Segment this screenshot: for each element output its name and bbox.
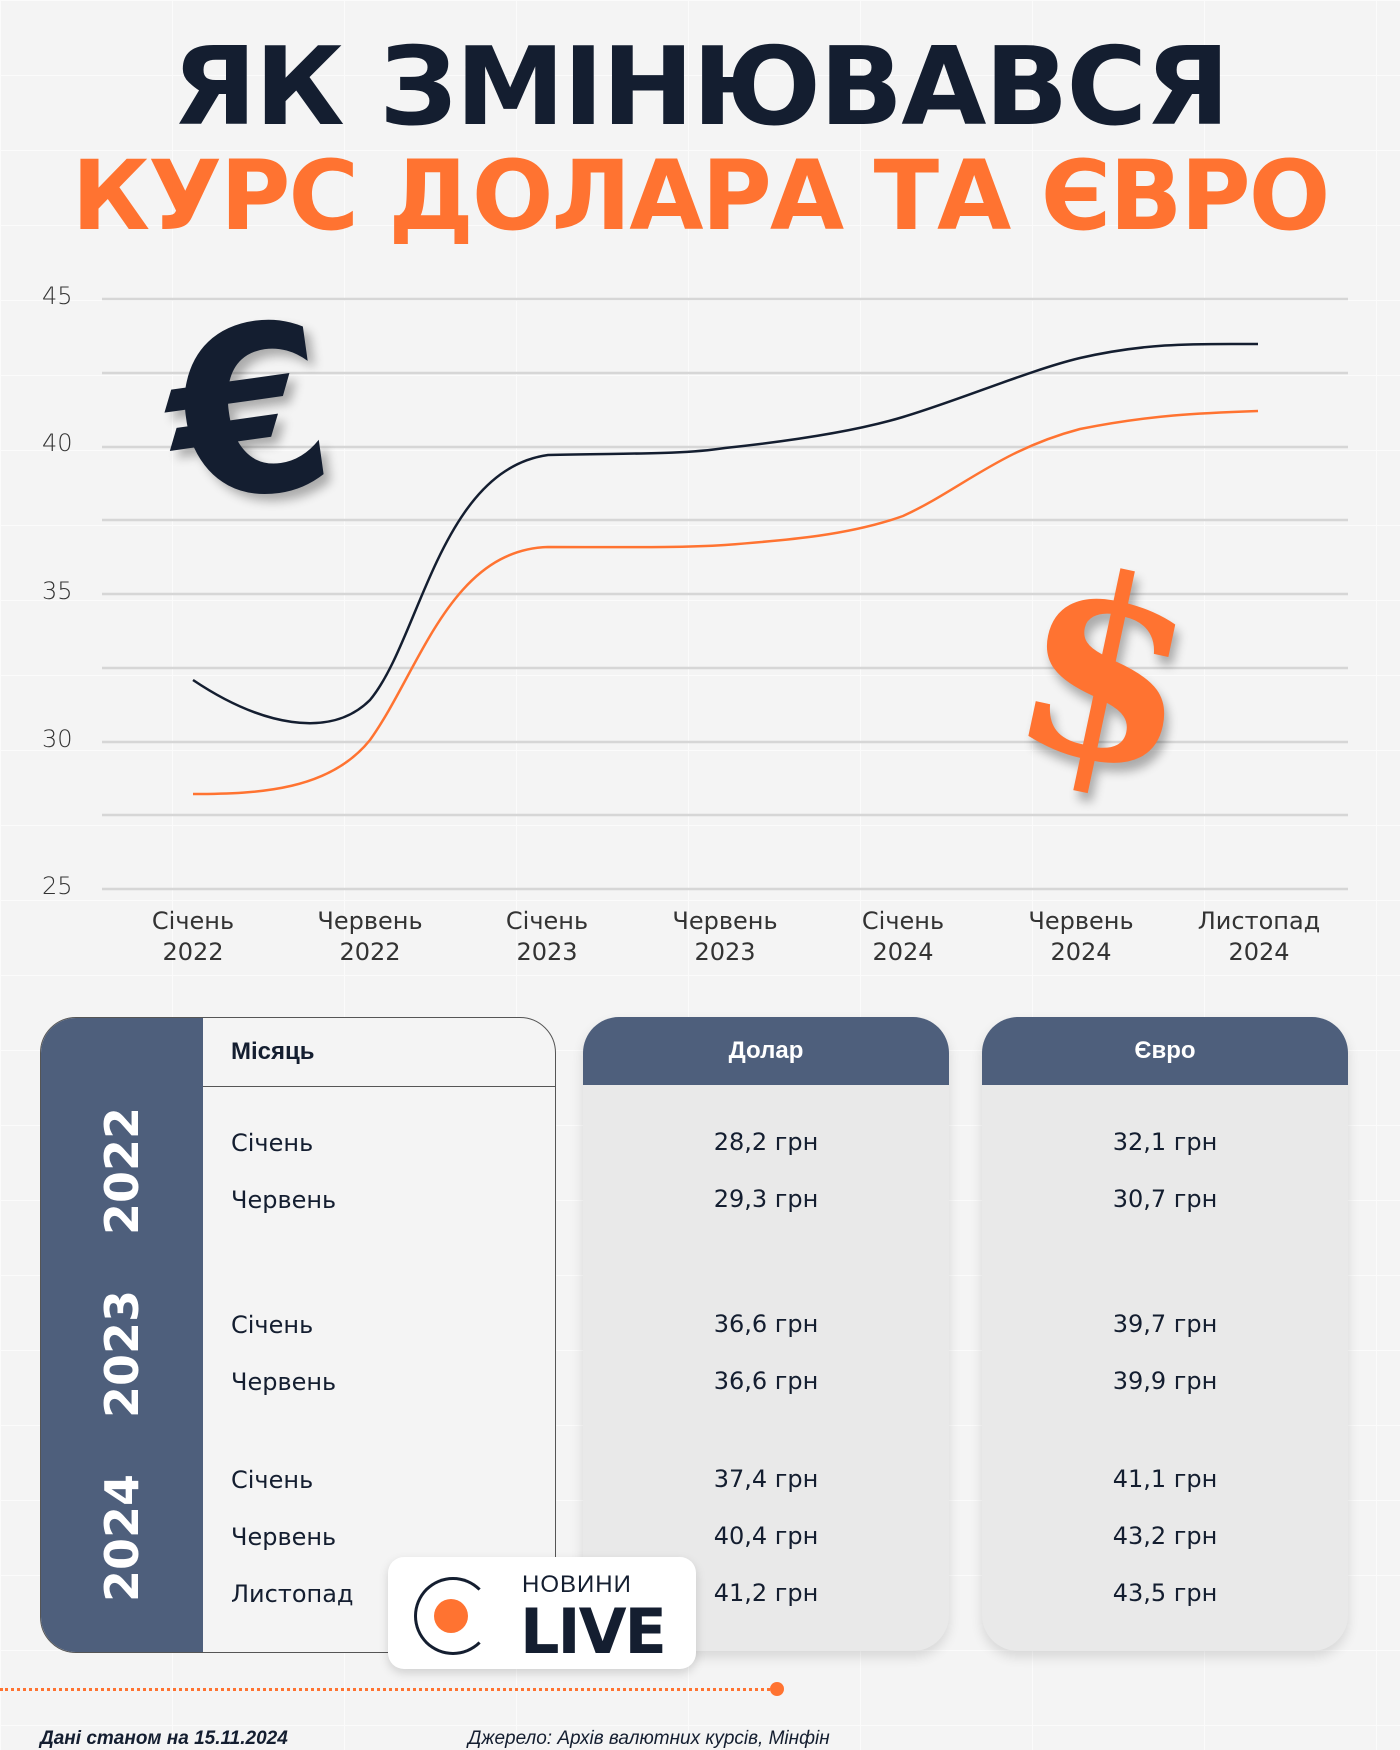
- eur-cell: 41,1 грн: [1112, 1465, 1218, 1493]
- logo-dot-icon: [434, 1599, 468, 1633]
- title-line-2: КУРС ДОЛАРА ТА ЄВРО: [71, 140, 1331, 252]
- eur-cell: 30,7 грн: [1112, 1185, 1218, 1213]
- usd-cell: 36,6 грн: [713, 1310, 819, 1338]
- euro-table: Євро 32,1 грн 30,7 грн 39,7 грн 39,9 грн…: [982, 1017, 1348, 1651]
- eur-cell: 43,5 грн: [1112, 1579, 1218, 1607]
- header-divider: [203, 1086, 555, 1087]
- euro-line: [192, 342, 1259, 725]
- usd-cell: 36,6 грн: [713, 1367, 819, 1395]
- month-cell: Січень: [231, 1129, 314, 1157]
- month-cell: Січень: [231, 1311, 314, 1339]
- year-label: 2024: [95, 1473, 149, 1603]
- month-header: Місяць: [231, 1038, 315, 1065]
- eur-cell: 43,2 грн: [1112, 1522, 1218, 1550]
- month-cell: Січень: [231, 1466, 314, 1494]
- year-column: 2022 2023 2024: [41, 1018, 203, 1652]
- x-tick: Листопад 2024: [1197, 907, 1321, 966]
- y-tick: 45: [42, 282, 73, 310]
- year-label: 2023: [95, 1289, 149, 1419]
- usd-cell: 29,3 грн: [713, 1185, 819, 1213]
- dollar-header: Долар: [583, 1017, 949, 1085]
- data-date: Дані станом на 15.11.2024: [40, 1728, 288, 1749]
- x-tick: Червень 2024: [1028, 907, 1134, 966]
- month-table: 2022 2023 2024 Місяць Січень Червень Січ…: [40, 1017, 556, 1653]
- x-tick: Січень 2022: [151, 907, 235, 966]
- title-line-1: ЯК ЗМІНЮВАВСЯ: [172, 25, 1230, 150]
- x-tick: Січень 2024: [861, 907, 945, 966]
- year-label: 2022: [95, 1106, 149, 1236]
- x-tick: Червень 2023: [672, 907, 778, 966]
- euro-icon: €: [152, 271, 348, 558]
- usd-cell: 28,2 грн: [713, 1128, 819, 1156]
- novyny-live-logo: НОВИНИ LIVE: [388, 1557, 696, 1669]
- y-tick: 35: [42, 577, 73, 605]
- euro-header: Євро: [982, 1017, 1348, 1085]
- y-tick: 30: [42, 725, 73, 753]
- month-cell: Червень: [231, 1368, 337, 1396]
- usd-cell: 40,4 грн: [713, 1522, 819, 1550]
- x-tick: Січень 2023: [505, 907, 589, 966]
- dollar-table: Долар 28,2 грн 29,3 грн 36,6 грн 36,6 гр…: [583, 1017, 949, 1651]
- x-tick: Червень 2022: [317, 907, 423, 966]
- y-tick: 40: [42, 429, 73, 457]
- eur-cell: 39,9 грн: [1112, 1367, 1218, 1395]
- chart-plot: [102, 297, 1348, 891]
- logo-ring-icon: [414, 1577, 492, 1655]
- eur-cell: 39,7 грн: [1112, 1310, 1218, 1338]
- month-cell: Червень: [231, 1186, 337, 1214]
- eur-cell: 32,1 грн: [1112, 1128, 1218, 1156]
- month-cell: Листопад: [231, 1580, 354, 1608]
- exchange-rate-chart: 45 40 35 30 25 Січень 2022 Червень 2022 Сі…: [0, 270, 1400, 970]
- dotted-divider: [0, 1688, 770, 1691]
- dollar-line: [192, 409, 1259, 796]
- data-source: Джерело: Архів валютних курсів, Мінфін: [468, 1728, 830, 1749]
- logo-text-bottom: LIVE: [520, 1595, 667, 1668]
- usd-cell: 37,4 грн: [713, 1465, 819, 1493]
- usd-cell: 41,2 грн: [713, 1579, 819, 1607]
- logo-text-top: НОВИНИ: [522, 1571, 632, 1598]
- divider-end-dot: [770, 1682, 784, 1696]
- month-cell: Червень: [231, 1523, 337, 1551]
- y-tick: 25: [42, 872, 73, 900]
